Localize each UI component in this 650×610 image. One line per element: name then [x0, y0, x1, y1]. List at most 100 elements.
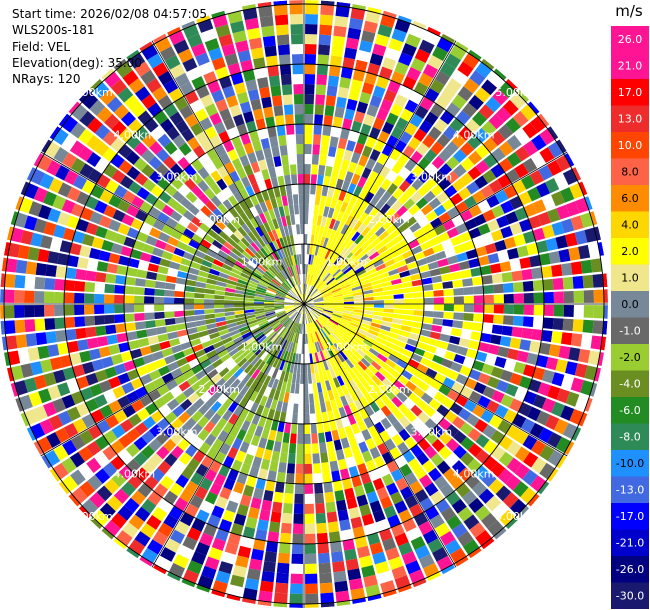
velocity-gate — [59, 354, 72, 368]
velocity-gate — [225, 315, 236, 321]
velocity-gate — [452, 320, 464, 329]
velocity-gate — [547, 208, 561, 223]
velocity-gate — [4, 289, 15, 303]
velocity-gate — [276, 290, 287, 296]
velocity-gate — [290, 423, 298, 434]
velocity-gate — [186, 66, 202, 81]
velocity-gate — [472, 190, 486, 204]
velocity-gate — [381, 235, 393, 245]
velocity-gate — [304, 333, 306, 344]
velocity-gate — [570, 261, 583, 275]
velocity-gate — [311, 290, 320, 298]
velocity-gate — [266, 289, 276, 295]
velocity-gate — [411, 279, 423, 287]
velocity-gate — [398, 541, 413, 556]
velocity-gate — [203, 364, 215, 375]
velocity-gate — [254, 293, 265, 298]
velocity-gate — [229, 329, 240, 337]
velocity-gate — [259, 223, 268, 235]
velocity-gate — [226, 237, 237, 248]
velocity-gate — [199, 477, 213, 491]
velocity-gate — [558, 248, 571, 263]
velocity-gate — [384, 157, 397, 170]
velocity-gate — [367, 378, 378, 390]
velocity-gate — [277, 44, 290, 56]
velocity-gate — [180, 257, 192, 267]
velocity-gate — [291, 184, 298, 195]
velocity-gate — [210, 425, 222, 438]
velocity-gate — [424, 177, 438, 190]
velocity-gate — [350, 587, 366, 601]
velocity-gate — [481, 472, 497, 488]
velocity-gate — [455, 482, 471, 498]
velocity-gate — [379, 430, 391, 443]
velocity-gate — [320, 286, 330, 294]
velocity-gate — [70, 203, 85, 218]
velocity-gate — [176, 357, 188, 368]
velocity-gate — [430, 453, 444, 467]
velocity-gate — [299, 393, 304, 404]
velocity-gate — [483, 153, 498, 169]
velocity-gate — [340, 373, 349, 385]
velocity-gate — [183, 369, 195, 380]
velocity-gate — [294, 353, 299, 364]
velocity-gate — [443, 288, 454, 297]
velocity-gate — [374, 241, 385, 251]
velocity-gate — [248, 37, 263, 50]
velocity-gate — [249, 341, 260, 351]
velocity-gate — [391, 433, 404, 447]
velocity-gate — [333, 270, 343, 279]
velocity-gate — [327, 186, 335, 198]
velocity-gate — [203, 217, 215, 229]
velocity-gate — [85, 270, 97, 282]
velocity-gate — [438, 211, 451, 224]
velocity-gate — [235, 381, 245, 393]
velocity-gate — [462, 278, 473, 287]
velocity-gate — [261, 259, 271, 269]
velocity-gate — [491, 229, 504, 242]
velocity-gate — [422, 134, 436, 149]
velocity-gate — [351, 285, 362, 291]
velocity-gate — [43, 401, 57, 417]
velocity-gate — [513, 304, 524, 315]
velocity-gate — [261, 406, 270, 418]
velocity-gate — [382, 377, 393, 389]
velocity-gate — [350, 339, 361, 348]
velocity-gate — [319, 315, 329, 323]
velocity-gate — [304, 383, 309, 394]
velocity-gate — [468, 94, 484, 111]
velocity-gate — [543, 291, 554, 304]
velocity-gate — [313, 204, 320, 216]
velocity-gate — [352, 597, 367, 605]
velocity-gate — [445, 141, 459, 155]
velocity-gate — [210, 413, 222, 425]
velocity-gate — [288, 255, 294, 266]
velocity-gate — [361, 30, 376, 43]
velocity-gate — [134, 172, 149, 186]
velocity-gate — [290, 383, 296, 394]
velocity-gate — [383, 312, 394, 318]
velocity-gate — [505, 516, 519, 530]
velocity-gate — [305, 284, 309, 295]
velocity-gate — [198, 441, 211, 455]
velocity-gate — [134, 422, 149, 436]
velocity-gate — [227, 532, 241, 546]
velocity-gate — [516, 350, 529, 363]
velocity-gate — [226, 6, 241, 14]
velocity-gate — [603, 305, 608, 319]
velocity-gate — [374, 226, 386, 237]
velocity-gate — [538, 164, 553, 181]
velocity-gate — [229, 491, 242, 504]
velocity-gate — [43, 221, 57, 236]
velocity-gate — [415, 197, 428, 210]
velocity-gate — [390, 523, 405, 538]
velocity-gate — [390, 249, 402, 259]
velocity-gate — [30, 423, 46, 440]
velocity-gate — [319, 24, 333, 36]
velocity-gate — [430, 103, 445, 118]
velocity-gate — [386, 373, 397, 384]
velocity-gate — [224, 311, 235, 317]
velocity-gate — [418, 335, 430, 344]
velocity-gate — [311, 443, 320, 454]
velocity-gate — [362, 289, 374, 295]
